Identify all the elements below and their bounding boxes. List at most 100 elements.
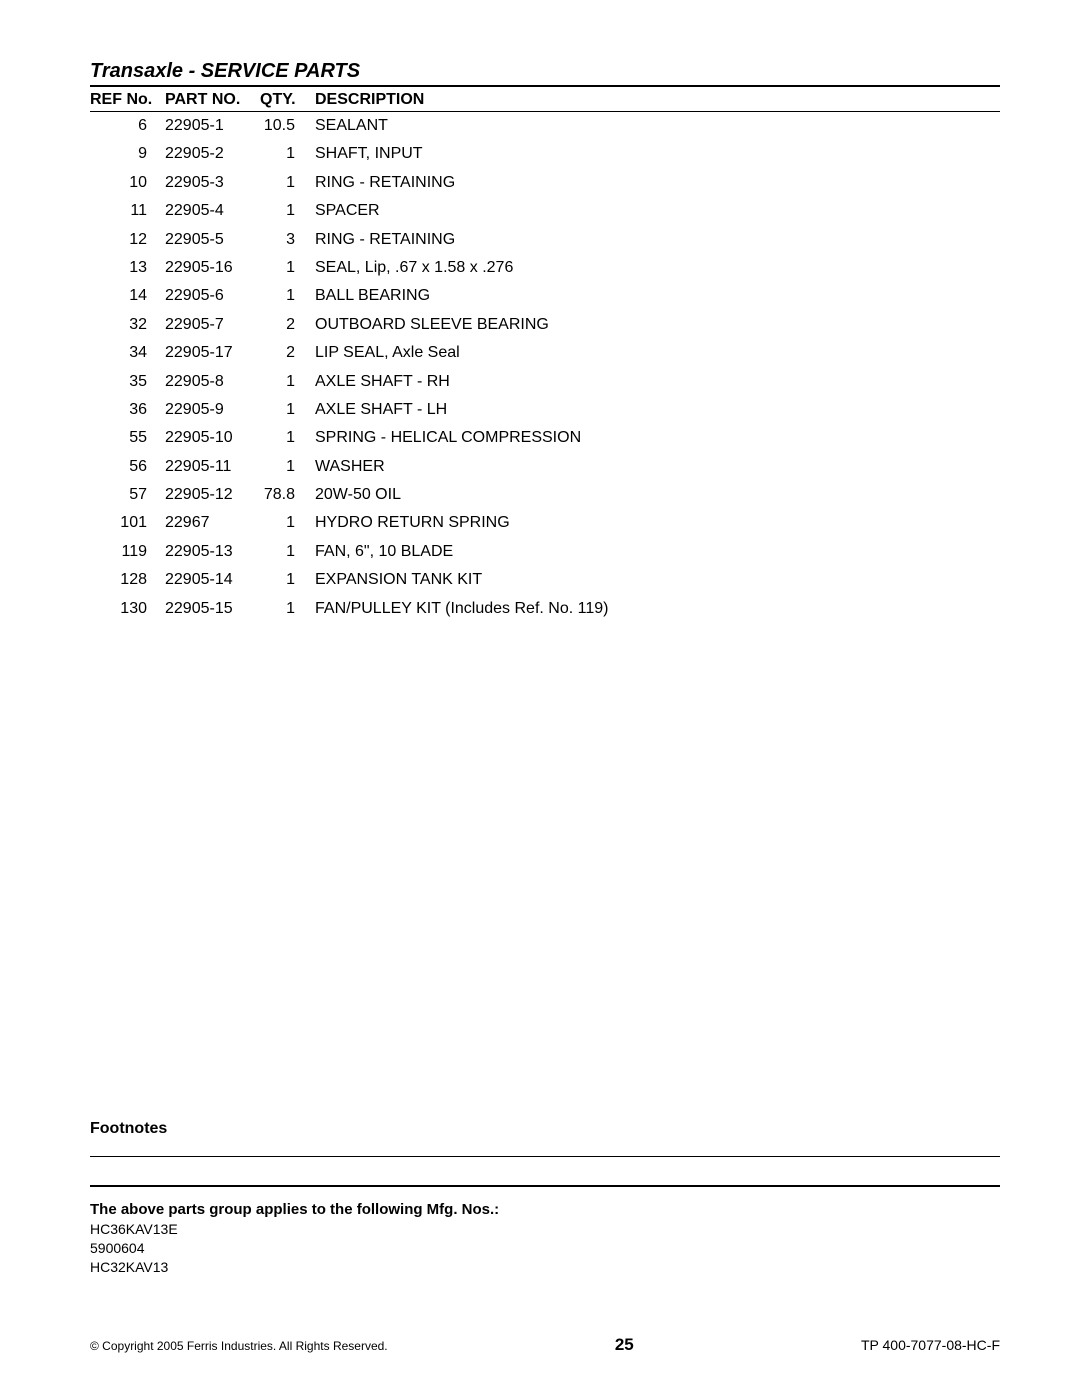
cell-ref: 119 <box>90 538 165 566</box>
table-row: 5522905-101SPRING - HELICAL COMPRESSION <box>90 424 1000 452</box>
page-footer: © Copyright 2005 Ferris Industries. All … <box>90 1335 1000 1355</box>
cell-desc: BALL BEARING <box>315 282 1000 310</box>
cell-desc: SHAFT, INPUT <box>315 140 1000 168</box>
cell-qty: 1 <box>260 254 315 282</box>
footnotes-label: Footnotes <box>90 1120 1000 1138</box>
cell-desc: 20W-50 OIL <box>315 481 1000 509</box>
cell-ref: 56 <box>90 453 165 481</box>
table-row: 5722905-1278.820W-50 OIL <box>90 481 1000 509</box>
cell-desc: SPRING - HELICAL COMPRESSION <box>315 424 1000 452</box>
cell-desc: FAN/PULLEY KIT (Includes Ref. No. 119) <box>315 595 1000 623</box>
footer-copyright: © Copyright 2005 Ferris Industries. All … <box>90 1339 388 1353</box>
col-header-desc: DESCRIPTION <box>315 91 1000 112</box>
cell-part: 22905-12 <box>165 481 260 509</box>
col-header-ref: REF No. <box>90 91 165 112</box>
footer-page-number: 25 <box>615 1335 634 1355</box>
cell-qty: 2 <box>260 339 315 367</box>
table-row: 1422905-61BALL BEARING <box>90 282 1000 310</box>
cell-ref: 32 <box>90 311 165 339</box>
table-row: 1322905-161SEAL, Lip, .67 x 1.58 x .276 <box>90 254 1000 282</box>
table-row: 13022905-151FAN/PULLEY KIT (Includes Ref… <box>90 595 1000 623</box>
cell-part: 22905-15 <box>165 595 260 623</box>
table-row: 922905-21SHAFT, INPUT <box>90 140 1000 168</box>
title-rule <box>90 85 1000 87</box>
cell-ref: 12 <box>90 226 165 254</box>
cell-part: 22905-7 <box>165 311 260 339</box>
cell-qty: 1 <box>260 282 315 310</box>
cell-ref: 11 <box>90 197 165 225</box>
mfg-list: HC36KAV13E5900604HC32KAV13 <box>90 1220 1000 1277</box>
cell-part: 22905-9 <box>165 396 260 424</box>
table-row: 5622905-111WASHER <box>90 453 1000 481</box>
cell-ref: 36 <box>90 396 165 424</box>
cell-desc: HYDRO RETURN SPRING <box>315 509 1000 537</box>
cell-part: 22905-13 <box>165 538 260 566</box>
cell-qty: 1 <box>260 197 315 225</box>
cell-ref: 10 <box>90 169 165 197</box>
page-title: Transaxle - SERVICE PARTS <box>90 60 1000 83</box>
cell-desc: WASHER <box>315 453 1000 481</box>
cell-qty: 1 <box>260 595 315 623</box>
table-row: 1122905-41SPACER <box>90 197 1000 225</box>
cell-desc: SEAL, Lip, .67 x 1.58 x .276 <box>315 254 1000 282</box>
cell-part: 22905-10 <box>165 424 260 452</box>
cell-qty: 1 <box>260 140 315 168</box>
col-header-part: PART NO. <box>165 91 260 112</box>
mfg-label: The above parts group applies to the fol… <box>90 1201 1000 1218</box>
cell-ref: 57 <box>90 481 165 509</box>
cell-desc: EXPANSION TANK KIT <box>315 566 1000 594</box>
cell-ref: 130 <box>90 595 165 623</box>
cell-part: 22905-3 <box>165 169 260 197</box>
cell-desc: AXLE SHAFT - RH <box>315 368 1000 396</box>
cell-desc: AXLE SHAFT - LH <box>315 396 1000 424</box>
footer-doc-number: TP 400-7077-08-HC-F <box>861 1337 1000 1353</box>
table-row: 101229671HYDRO RETURN SPRING <box>90 509 1000 537</box>
table-row: 1022905-31RING - RETAINING <box>90 169 1000 197</box>
cell-part: 22905-11 <box>165 453 260 481</box>
cell-desc: RING - RETAINING <box>315 169 1000 197</box>
cell-desc: SPACER <box>315 197 1000 225</box>
cell-qty: 1 <box>260 396 315 424</box>
cell-ref: 9 <box>90 140 165 168</box>
footnotes-block: Footnotes The above parts group applies … <box>90 1120 1000 1277</box>
cell-desc: OUTBOARD SLEEVE BEARING <box>315 311 1000 339</box>
cell-qty: 1 <box>260 368 315 396</box>
cell-ref: 34 <box>90 339 165 367</box>
cell-qty: 78.8 <box>260 481 315 509</box>
table-row: 3222905-72OUTBOARD SLEEVE BEARING <box>90 311 1000 339</box>
cell-part: 22905-14 <box>165 566 260 594</box>
table-header-row: REF No. PART NO. QTY. DESCRIPTION <box>90 91 1000 112</box>
parts-table: REF No. PART NO. QTY. DESCRIPTION 622905… <box>90 91 1000 623</box>
cell-ref: 6 <box>90 112 165 141</box>
cell-qty: 2 <box>260 311 315 339</box>
table-row: 3422905-172LIP SEAL, Axle Seal <box>90 339 1000 367</box>
table-row: 3622905-91AXLE SHAFT - LH <box>90 396 1000 424</box>
cell-desc: LIP SEAL, Axle Seal <box>315 339 1000 367</box>
col-header-qty: QTY. <box>260 91 315 112</box>
mfg-number: HC36KAV13E <box>90 1220 1000 1239</box>
cell-part: 22905-1 <box>165 112 260 141</box>
cell-qty: 1 <box>260 538 315 566</box>
cell-part: 22905-2 <box>165 140 260 168</box>
cell-qty: 10.5 <box>260 112 315 141</box>
table-row: 1222905-53RING - RETAINING <box>90 226 1000 254</box>
cell-part: 22967 <box>165 509 260 537</box>
cell-desc: SEALANT <box>315 112 1000 141</box>
table-row: 3522905-81AXLE SHAFT - RH <box>90 368 1000 396</box>
cell-qty: 1 <box>260 509 315 537</box>
cell-part: 22905-17 <box>165 339 260 367</box>
cell-part: 22905-5 <box>165 226 260 254</box>
cell-qty: 1 <box>260 566 315 594</box>
mfg-number: HC32KAV13 <box>90 1258 1000 1277</box>
cell-part: 22905-8 <box>165 368 260 396</box>
cell-part: 22905-16 <box>165 254 260 282</box>
cell-ref: 101 <box>90 509 165 537</box>
cell-qty: 1 <box>260 453 315 481</box>
cell-part: 22905-6 <box>165 282 260 310</box>
cell-ref: 14 <box>90 282 165 310</box>
cell-desc: RING - RETAINING <box>315 226 1000 254</box>
cell-ref: 128 <box>90 566 165 594</box>
table-row: 622905-110.5SEALANT <box>90 112 1000 141</box>
cell-ref: 13 <box>90 254 165 282</box>
table-row: 11922905-131FAN, 6", 10 BLADE <box>90 538 1000 566</box>
